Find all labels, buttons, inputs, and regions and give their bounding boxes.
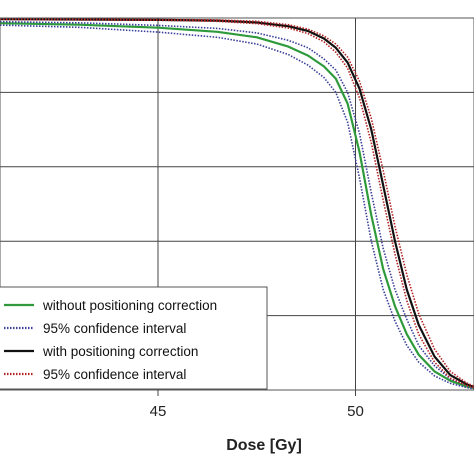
- legend-label-1: 95% confidence interval: [43, 321, 186, 336]
- x-tick-label-1: 50: [347, 403, 364, 420]
- legend: without positioning correction 95% confid…: [0, 286, 268, 390]
- legend-label-2: with positioning correction: [42, 344, 198, 359]
- x-axis-ticks: 45 50: [150, 390, 364, 420]
- series-line-0: [0, 22, 474, 390]
- series-line-3: [0, 18, 474, 389]
- x-tick-label-0: 45: [150, 403, 167, 420]
- series-layer: [0, 17, 474, 390]
- series-line-5: [0, 18, 474, 389]
- legend-label-0: without positioning correction: [42, 298, 217, 313]
- series-line-4: [0, 17, 474, 388]
- legend-label-3: 95% confidence interval: [43, 367, 186, 382]
- legend-box: [0, 286, 268, 390]
- series-line-2: [0, 24, 474, 390]
- x-axis-title: Dose [Gy]: [226, 437, 302, 454]
- plot-frame: [0, 17, 474, 391]
